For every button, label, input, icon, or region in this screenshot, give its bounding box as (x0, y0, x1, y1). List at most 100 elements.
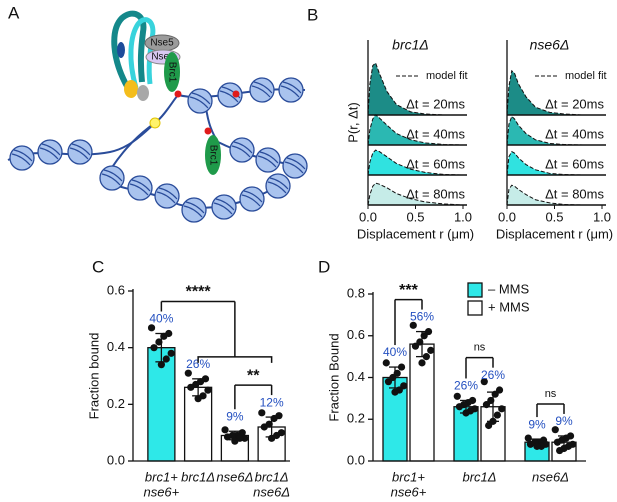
nse6-label: Nse6 (151, 52, 175, 63)
data-point (270, 414, 278, 423)
y-tick-label: 0.4 (107, 339, 125, 354)
density-area (507, 151, 602, 175)
damage-site (149, 117, 161, 129)
data-point (556, 446, 564, 455)
legend-label: model fit (426, 70, 468, 82)
data-point (526, 440, 535, 448)
brc1-shape (164, 52, 180, 92)
density-area (507, 116, 602, 145)
data-point (184, 369, 192, 377)
value-label: 40% (383, 345, 407, 359)
data-point (455, 403, 464, 411)
nucleosome-dna (231, 141, 253, 158)
value-label: 9% (226, 409, 244, 423)
value-label: 40% (149, 312, 173, 326)
brc1-label: Brc1 (207, 145, 218, 166)
series-label: Δt = 20ms (545, 96, 604, 111)
x-tick-label: 0.0 (498, 209, 516, 224)
nse5-label: Nse5 (150, 38, 174, 49)
data-point (420, 332, 428, 340)
data-point (480, 378, 488, 386)
x-tick-label: nse6+ (143, 484, 179, 499)
data-point (167, 349, 175, 357)
nucleosome-dna (129, 179, 151, 196)
x-tick-label: brc1+ (145, 469, 178, 484)
significance-label: *** (399, 282, 418, 299)
x-tick-label: nse6+ (391, 484, 427, 499)
data-point (482, 401, 491, 409)
chart-title: nse6Δ (530, 37, 570, 53)
density-area (368, 114, 463, 145)
density-area (368, 150, 463, 175)
panel-letter: C (92, 257, 104, 276)
data-point (493, 411, 501, 419)
x-tick-label: nse6Δ (216, 469, 253, 484)
value-label: 9% (528, 417, 546, 431)
y-tick-label: 0.4 (347, 369, 365, 384)
nucleosome-dna (267, 177, 289, 194)
brc1-label: Brc1 (166, 62, 177, 83)
x-axis-label: Displacement r (μm) (357, 226, 474, 241)
x-tick-label: 1.0 (454, 209, 472, 224)
data-point (551, 426, 559, 434)
y-axis-label: Fraction bound (86, 333, 101, 420)
data-point (397, 363, 406, 371)
phospho-mark (204, 127, 212, 135)
significance-label: ns (545, 388, 557, 400)
data-point (382, 359, 390, 367)
nucleosome-dna (284, 157, 306, 174)
nucleosome-dna (11, 149, 33, 166)
data-point (491, 390, 499, 398)
panel-letter: B (307, 5, 318, 24)
legend-swatch (467, 282, 483, 298)
series-label: Δt = 80ms (406, 186, 465, 201)
data-point (384, 378, 393, 386)
data-point (453, 392, 461, 400)
bar (453, 406, 479, 462)
data-point (150, 344, 158, 352)
series-label: Δt = 80ms (545, 186, 604, 201)
chart-title: brc1Δ (392, 37, 429, 53)
panel-letter: D (318, 257, 330, 276)
y-tick-label: 0.2 (347, 411, 365, 426)
nucleosome-dna (213, 198, 235, 215)
data-point (409, 321, 417, 329)
density-area (368, 183, 463, 205)
x-tick-label: 1.0 (593, 209, 611, 224)
series-label: Δt = 40ms (406, 126, 465, 141)
x-tick-label: nse6Δ (532, 469, 569, 484)
nucleosome-dna (219, 86, 241, 103)
diagram: Nse5 Nse6 Brc1 Brc1 (7, 10, 308, 223)
y-tick-label: 0.6 (107, 282, 125, 297)
y-tick-label: 0.0 (347, 452, 365, 467)
density-area (507, 70, 602, 115)
data-point (231, 437, 239, 445)
y-tick-label: 0.8 (347, 285, 365, 300)
nucleosome-dna (189, 92, 211, 109)
data-point (268, 434, 276, 442)
data-point (411, 342, 420, 350)
model-fit-line (506, 150, 602, 176)
data-point (160, 332, 168, 340)
x-tick-label: brc1Δ (255, 469, 289, 484)
value-label: 56% (410, 310, 434, 324)
model-fit-line (367, 149, 464, 176)
data-point (162, 355, 170, 363)
data-point (258, 409, 266, 417)
data-point (422, 353, 430, 361)
data-point (221, 426, 229, 434)
data-point (194, 395, 202, 403)
bar (480, 406, 506, 462)
nucleosome-dna (156, 187, 178, 204)
y-tick-label: 0.6 (347, 327, 365, 342)
value-label: 12% (260, 395, 284, 409)
x-tick-label: nse6Δ (253, 484, 290, 499)
head (137, 85, 149, 101)
data-point (391, 388, 399, 396)
nucleosome-dna (39, 143, 61, 160)
data-point (155, 338, 163, 346)
data-point (524, 434, 532, 442)
model-fit-line (367, 62, 463, 116)
nucleosome-dna (183, 201, 205, 218)
data-point (553, 438, 562, 446)
